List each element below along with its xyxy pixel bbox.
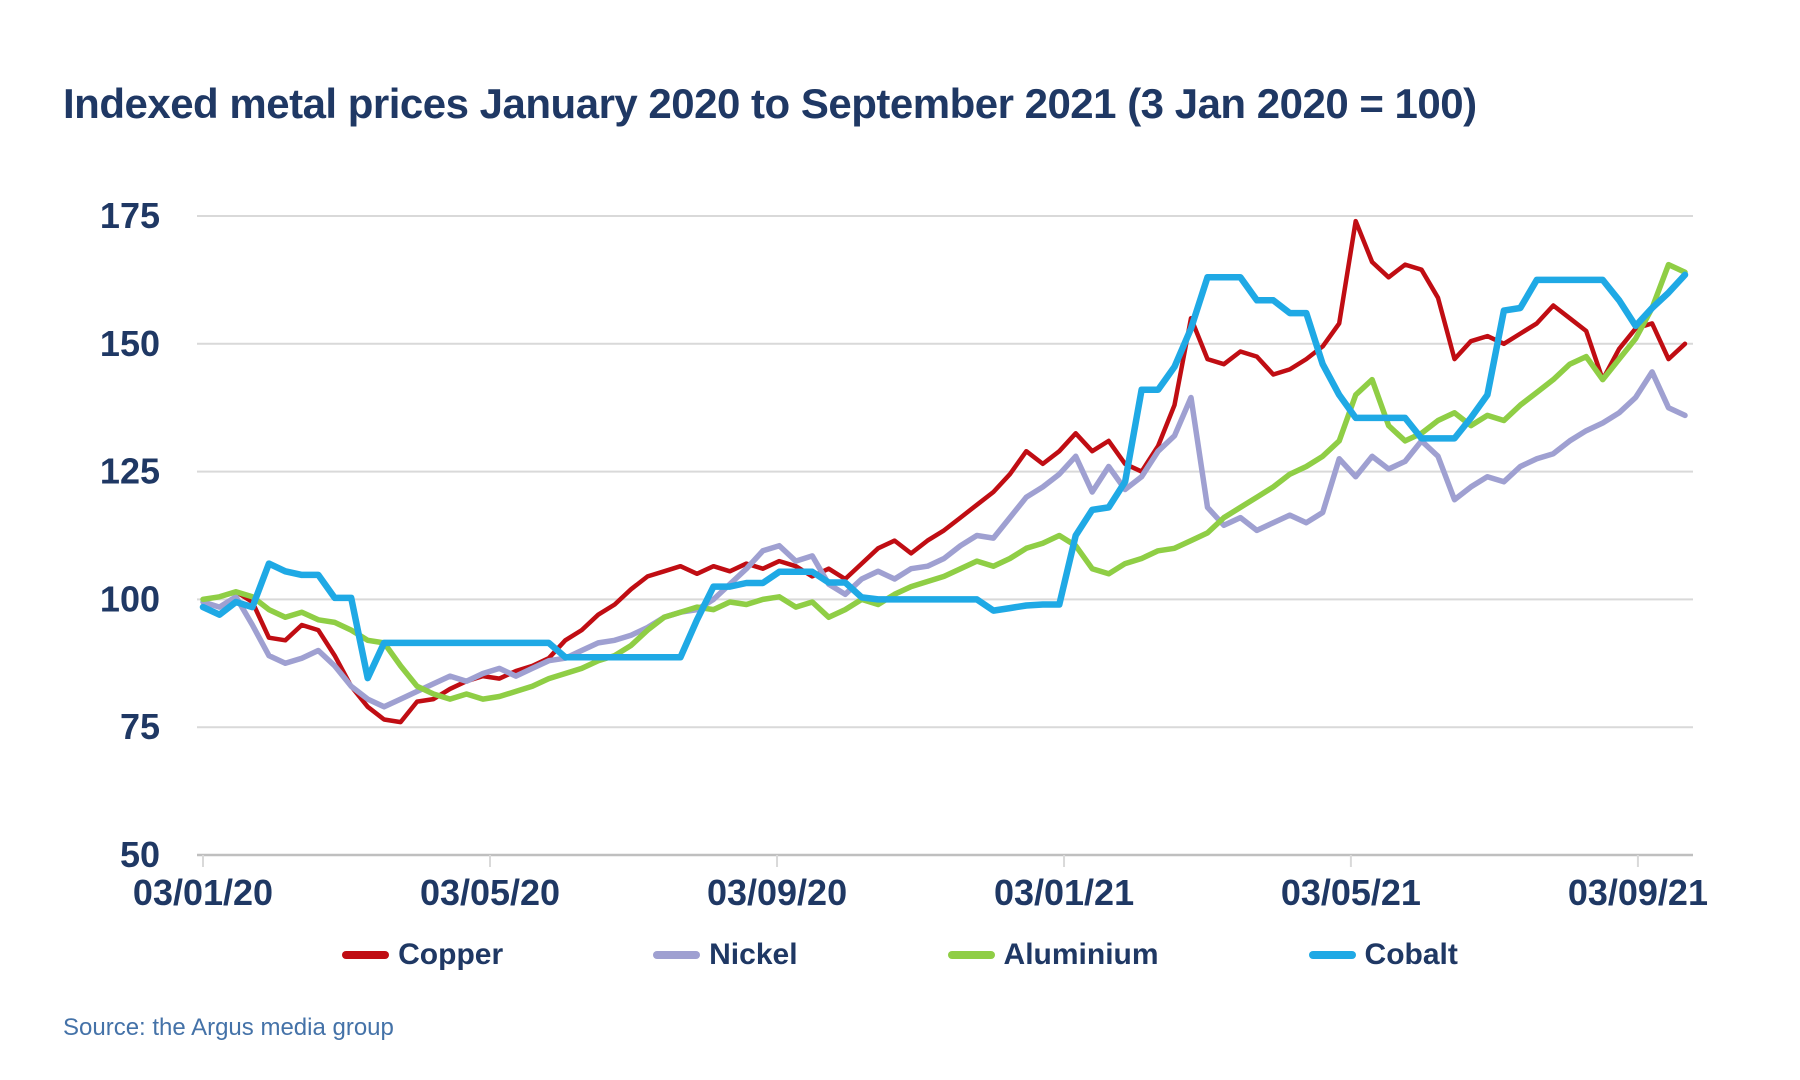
nickel-line-swatch-icon bbox=[653, 951, 701, 959]
copper-line-swatch-icon bbox=[342, 951, 390, 959]
x-axis-label-03/01/21: 03/01/21 bbox=[994, 872, 1134, 913]
x-axis-label-03/09/21: 03/09/21 bbox=[1568, 872, 1708, 913]
series-line-aluminium bbox=[200, 261, 1688, 702]
x-axis-label-03/09/20: 03/09/20 bbox=[707, 872, 847, 913]
aluminium-line-swatch-icon bbox=[947, 951, 995, 959]
y-axis-label-75: 75 bbox=[120, 706, 160, 747]
source-note: Source: the Argus media group bbox=[63, 1014, 394, 1041]
series-line-cobalt bbox=[199, 271, 1689, 682]
chart-legend: Copper Nickel Aluminium Cobalt bbox=[0, 930, 1800, 980]
y-axis-label-125: 125 bbox=[100, 451, 160, 492]
legend-label-nickel: Nickel bbox=[709, 938, 798, 971]
y-axis-label-50: 50 bbox=[120, 834, 160, 875]
y-axis-label-100: 100 bbox=[100, 578, 160, 619]
legend-item-cobalt: Cobalt bbox=[1308, 938, 1458, 972]
y-axis-label-150: 150 bbox=[100, 323, 160, 364]
legend-label-cobalt: Cobalt bbox=[1364, 938, 1458, 971]
y-axis-label-175: 175 bbox=[100, 195, 160, 236]
x-axis-label-03/05/20: 03/05/20 bbox=[420, 872, 560, 913]
series-line-nickel bbox=[200, 369, 1688, 710]
legend-item-aluminium: Aluminium bbox=[947, 938, 1159, 972]
legend-label-aluminium: Aluminium bbox=[1003, 938, 1159, 971]
legend-label-copper: Copper bbox=[398, 938, 504, 971]
cobalt-line-swatch-icon bbox=[1308, 951, 1356, 959]
legend-item-nickel: Nickel bbox=[653, 938, 798, 972]
x-axis-label-03/01/20: 03/01/20 bbox=[133, 872, 273, 913]
page-title: Indexed metal prices January 2020 to Sep… bbox=[63, 80, 1477, 128]
legend-item-copper: Copper bbox=[342, 938, 503, 972]
x-axis-label-03/05/21: 03/05/21 bbox=[1281, 872, 1421, 913]
series-line-copper bbox=[200, 218, 1688, 725]
